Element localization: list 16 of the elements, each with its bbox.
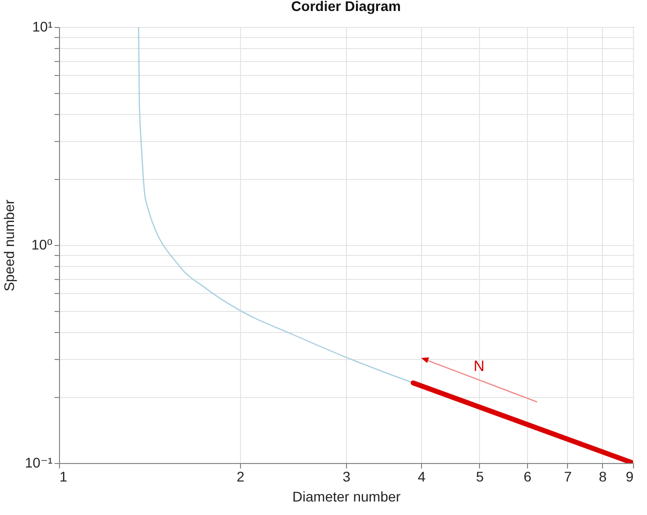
- x-tick-label: 7: [564, 468, 572, 484]
- chart-title: Cordier Diagram: [291, 0, 401, 14]
- x-tick-label: 9: [626, 468, 634, 484]
- x-tick-label: 4: [418, 468, 426, 484]
- y-axis-title: Speed number: [0, 199, 17, 292]
- y-tick-label: 10⁻¹: [24, 454, 53, 470]
- x-tick-label: 2: [236, 468, 245, 484]
- x-tick-label: 8: [598, 468, 607, 484]
- x-tick-label: 1: [60, 468, 68, 484]
- y-tick-label: 10⁰: [31, 236, 53, 252]
- y-tick-label: 10¹: [32, 18, 53, 34]
- annotation: N: [474, 358, 485, 375]
- x-tick-label: 6: [524, 468, 532, 484]
- x-tick-label: 3: [342, 468, 351, 484]
- x-axis-title: Diameter number: [292, 488, 401, 504]
- x-tick-label: 5: [476, 468, 484, 484]
